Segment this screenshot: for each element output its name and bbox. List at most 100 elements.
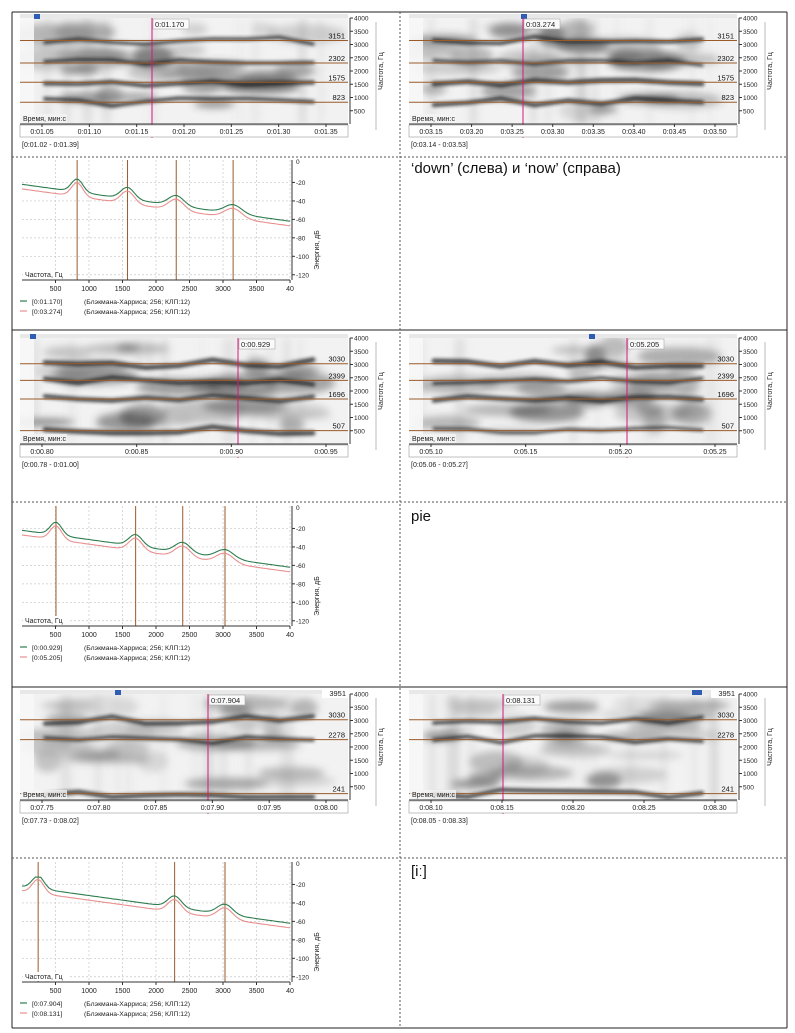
energy-tick-label: -60 [296, 217, 306, 224]
cursor-label-box [152, 18, 190, 30]
time-tick-label: 0:08.30 [703, 805, 726, 812]
formant-band [432, 376, 704, 386]
legend-description: (Блэкмана-Харриса; 256; КЛП:12) [84, 299, 190, 306]
scroll-position-marker [589, 334, 595, 339]
formant-value: 507 [721, 422, 734, 431]
energy-blob [260, 712, 283, 736]
time-axis-label-bg [410, 790, 456, 799]
spectrogram-image [409, 18, 737, 124]
spectrum-row-1: -20 -40 -60 -80 -100 -120 0 Энергия, дБ 500 1000 1… [20, 159, 321, 316]
striation [583, 694, 586, 800]
striation [96, 694, 100, 800]
spectrogram-image [20, 338, 348, 444]
top-frequency-label: 3951 [718, 689, 735, 698]
time-axis-label-bg [410, 434, 456, 443]
time-tick-label: 0:08.00 [314, 805, 337, 812]
time-tick-label: 0:08.10 [419, 805, 442, 812]
time-axis-box [408, 444, 738, 458]
time-axis-label: Время, мин:с [412, 792, 455, 799]
formant-value: 823 [721, 93, 734, 102]
overview-strip [409, 14, 737, 18]
time-tick-label: 0:07.85 [144, 805, 167, 812]
energy-blob [242, 390, 283, 397]
formant-value: 2278 [717, 731, 734, 740]
formant-band [42, 714, 316, 726]
time-tick-label: 0:01.25 [220, 129, 243, 136]
frequency-tick-label: 3500 [354, 29, 369, 36]
striation [225, 338, 231, 444]
spectrum-row-3: -20 -40 -60 -80 -100 -120 0 Энергия, дБ 500 1000 1… [20, 861, 321, 1018]
frequency-tick-label: 3000 [743, 42, 758, 49]
spectrogram-right-row-2: 3030 2399 1696 507 0:05.205 500 1000 1500 2000 25… [408, 334, 774, 469]
energy-tick-label: -20 [296, 526, 306, 533]
time-tick-label: 0:01.10 [78, 129, 101, 136]
striation [206, 694, 213, 800]
striation [45, 18, 52, 124]
striation [237, 18, 242, 124]
striation [692, 694, 697, 800]
striation [65, 18, 71, 124]
energy-tick-label: -120 [296, 974, 309, 981]
time-tick-label: 0:01.20 [172, 129, 195, 136]
formant-value: 241 [721, 785, 734, 794]
energy-blob [20, 737, 95, 757]
energy-blob [165, 43, 206, 57]
spectrum-frequency-tick-label: 3000 [215, 988, 231, 995]
striation [661, 694, 667, 800]
time-tick-label: 0:01.30 [267, 129, 290, 136]
frequency-tick-label: 500 [354, 108, 365, 115]
frequency-tick-label: 1000 [743, 771, 758, 778]
formant-band [42, 393, 316, 404]
frequency-tick-label: 2000 [743, 69, 758, 76]
formant-band [431, 96, 705, 108]
spectrum-frequency-tick-label: 40 [286, 286, 294, 293]
striation [709, 18, 712, 124]
formant-value: 2302 [328, 54, 345, 63]
time-tick-label: 0:03.25 [500, 129, 523, 136]
spectrum-frequency-tick-label: 40 [286, 632, 294, 639]
striation [592, 18, 598, 124]
formant-value: 2399 [328, 371, 345, 380]
frequency-tick-label: 2500 [743, 731, 758, 738]
striation [449, 694, 456, 800]
striation [248, 694, 252, 800]
time-tick-label: 0:03.20 [460, 129, 483, 136]
formant-band [432, 34, 704, 46]
energy-axis-label: Энергия, дБ [314, 932, 321, 972]
spectrogram-image [20, 694, 348, 800]
formant-value: 2302 [717, 54, 734, 63]
frequency-axis-label: Частота, Гц [767, 52, 774, 90]
spectrum-frequency-tick-label: 500 [50, 988, 62, 995]
striation [249, 338, 256, 444]
striation [716, 338, 719, 444]
formant-value: 3030 [328, 355, 345, 364]
cursor-time-label: 0:03.274 [526, 20, 555, 29]
striation [32, 338, 36, 444]
energy-blob [635, 404, 665, 417]
time-axis-box [408, 124, 738, 138]
striation [689, 18, 695, 124]
frequency-tick-label: 3500 [743, 705, 758, 712]
time-axis-box [19, 800, 349, 814]
energy-blob [607, 751, 684, 760]
formant-band [42, 79, 316, 88]
spectrum-series-2 [21, 878, 291, 929]
striation [65, 694, 71, 800]
time-tick-label: 0:03.30 [541, 129, 564, 136]
energy-tick-label: -120 [296, 618, 309, 625]
spectrogram-image [20, 18, 348, 124]
time-axis-label: Время, мин:с [23, 436, 66, 443]
formant-band [432, 425, 704, 435]
frequency-tick-label: 2500 [743, 375, 758, 382]
frequency-tick-label: 3500 [743, 349, 758, 356]
striation [220, 694, 227, 800]
visible-range-label: [0:08.05 - 0:08.33] [411, 818, 468, 825]
frequency-tick-label: 2000 [354, 745, 369, 752]
scroll-position-marker [34, 14, 40, 19]
frequency-tick-label: 1500 [354, 82, 369, 89]
formant-value: 2278 [328, 731, 345, 740]
frequency-tick-label: 500 [354, 428, 365, 435]
striation [569, 338, 576, 444]
striation [87, 18, 92, 124]
